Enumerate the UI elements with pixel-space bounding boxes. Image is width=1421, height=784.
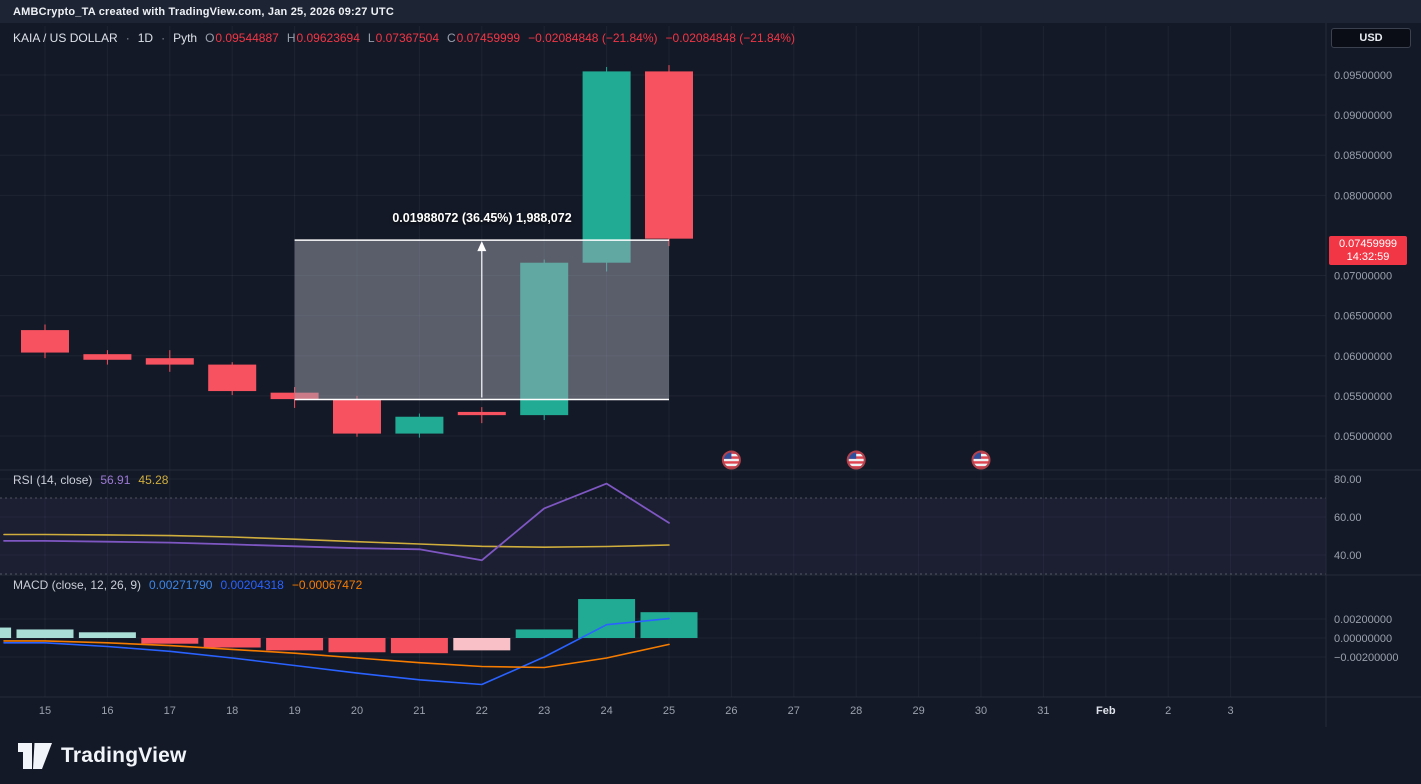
candle-jan-15[interactable] [21,324,69,359]
open-prefix: O [205,31,215,45]
svg-text:Feb: Feb [1096,705,1116,717]
svg-text:22: 22 [476,705,488,717]
svg-text:0.07000000: 0.07000000 [1334,271,1392,283]
low-number: 0.07367504 [375,31,439,45]
candle-jan-20[interactable] [333,395,381,437]
svg-text:31: 31 [1037,705,1049,717]
candle-jan-21[interactable] [395,413,444,438]
candle-jan-16[interactable] [83,350,132,365]
rsi-value: 56.91 [100,473,131,487]
close-prefix: C [447,31,456,45]
change-value-secondary: −0.02084848 (−21.84%) [665,31,795,45]
macd-signal-line [3,640,670,669]
svg-text:0.08000000: 0.08000000 [1334,190,1392,202]
measure-tool-label: 0.01988072 (36.45%) 1,988,072 [392,211,572,225]
svg-text:16: 16 [101,705,113,717]
macd-line [3,617,670,686]
macd-line-value: 0.00204318 [220,578,284,592]
last-price-badge: 0.07459999 14:32:59 [1329,236,1407,265]
symbol-title[interactable]: KAIA / US DOLLAR [13,31,118,45]
tradingview-wordmark: TradingView [61,744,187,767]
svg-text:3: 3 [1228,705,1234,717]
us-flag-event-icon[interactable] [721,450,741,470]
rsi-ma-value: 45.28 [138,473,169,487]
open-value: O 0.09544887 [205,31,279,45]
candle-jan-22[interactable] [457,407,506,424]
rsi-legend: RSI (14, close) 56.91 45.28 [13,473,168,487]
macd-histogram [0,599,698,654]
svg-text:0.05000000: 0.05000000 [1334,431,1392,443]
attribution-text: AMBCrypto_TA created with TradingView.co… [13,5,395,18]
svg-text:80.00: 80.00 [1334,474,1362,486]
tradingview-logo-icon [18,743,52,769]
svg-text:0.06500000: 0.06500000 [1334,311,1392,323]
svg-text:18: 18 [226,705,238,717]
svg-text:28: 28 [850,705,862,717]
macd-legend: MACD (close, 12, 26, 9) 0.00271790 0.002… [13,578,362,592]
interval-label[interactable]: 1D [137,31,154,45]
svg-text:−0.00200000: −0.00200000 [1334,652,1399,664]
svg-text:29: 29 [912,705,924,717]
macd-histogram-value: 0.00271790 [149,578,213,592]
macd-signal-value: −0.00067472 [291,578,363,592]
candle-jan-18[interactable] [208,362,257,396]
svg-text:15: 15 [39,705,51,717]
rsi-line [3,482,670,562]
symbol-legend: KAIA / US DOLLAR · 1D · Pyth O 0.09544887… [13,31,795,45]
svg-text:23: 23 [538,705,550,717]
svg-text:17: 17 [164,705,176,717]
svg-text:0.09500000: 0.09500000 [1334,70,1392,82]
svg-text:27: 27 [788,705,800,717]
close-number: 0.07459999 [456,31,521,45]
price-axis[interactable]: 0.09500000 0.09000000 0.08500000 0.08000000… [1334,70,1399,664]
change-value: −0.02084848 (−21.84%) [528,31,658,45]
time-axis[interactable]: 15 16 17 18 19 20 21 22 23 24 25 26 27 28 29 30 31 Feb 2 3 [39,705,1234,717]
svg-text:0.06000000: 0.06000000 [1334,351,1392,363]
open-number: 0.09544887 [215,31,279,45]
svg-text:0.08500000: 0.08500000 [1334,150,1392,162]
high-prefix: H [286,31,296,45]
svg-text:0.00000000: 0.00000000 [1334,633,1392,645]
legend-separator-icon: · [125,31,130,45]
attribution-bar: AMBCrypto_TA created with TradingView.co… [0,0,1421,23]
candle-jan-17[interactable] [145,350,194,372]
svg-text:24: 24 [600,705,612,717]
svg-text:0.09000000: 0.09000000 [1334,110,1392,122]
us-flag-event-icon[interactable] [846,450,866,470]
svg-text:40.00: 40.00 [1334,550,1362,562]
svg-text:2: 2 [1165,705,1171,717]
high-number: 0.09623694 [296,31,360,45]
svg-text:20: 20 [351,705,363,717]
bar-countdown: 14:32:59 [1346,250,1390,263]
data-source-label[interactable]: Pyth [173,31,198,45]
measure-tool[interactable] [294,239,669,401]
svg-text:21: 21 [413,705,425,717]
pane-separators[interactable] [0,23,1421,727]
svg-text:0.05500000: 0.05500000 [1334,391,1392,403]
svg-text:26: 26 [725,705,737,717]
svg-text:0.00200000: 0.00200000 [1334,614,1392,626]
rsi-ma-line [3,533,670,549]
high-value: H 0.09623694 [287,31,360,45]
last-price: 0.07459999 [1338,237,1398,250]
svg-text:19: 19 [288,705,300,717]
us-flag-event-icon[interactable] [971,450,991,470]
svg-text:60.00: 60.00 [1334,512,1362,524]
svg-text:30: 30 [975,705,987,717]
tradingview-logo[interactable]: TradingView [18,743,187,769]
close-value: C 0.07459999 [447,31,520,45]
candle-jan-25[interactable] [645,65,693,247]
low-value: L 0.07367504 [368,31,439,45]
low-prefix: L [367,31,375,45]
legend-separator-icon: · [161,31,166,45]
svg-text:25: 25 [663,705,675,717]
macd-title[interactable]: MACD (close, 12, 26, 9) [13,578,142,592]
currency-toggle-button[interactable]: USD [1331,28,1411,48]
candle-jan-24[interactable] [582,66,631,272]
footer: TradingView [0,728,1421,784]
rsi-title[interactable]: RSI (14, close) [13,473,93,487]
